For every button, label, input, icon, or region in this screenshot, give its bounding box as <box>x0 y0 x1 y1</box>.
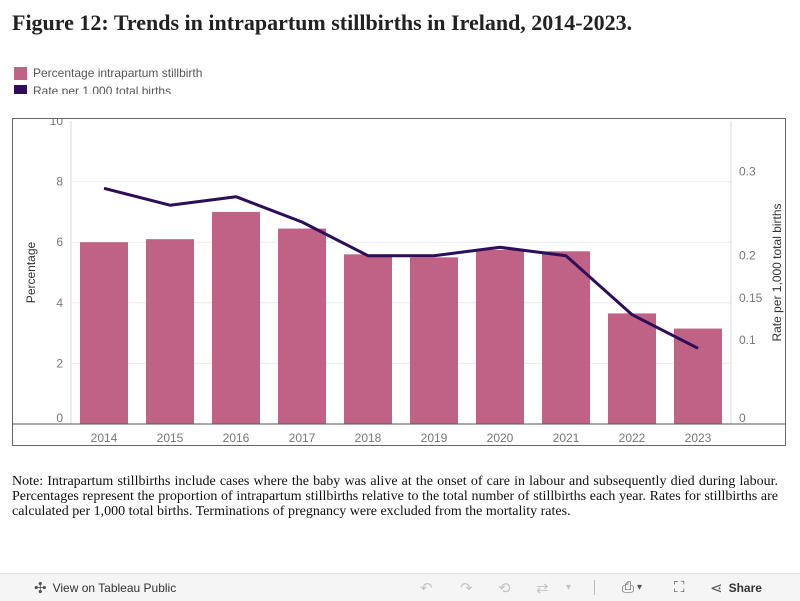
x-tick-label: 2022 <box>619 431 646 445</box>
revert-icon[interactable]: ⟲ <box>498 579 511 597</box>
toolbar-divider <box>594 580 595 595</box>
chart: 0 2 4 6 8 10 0 0.1 0.15 0.2 0.3 2014 2015 2016 2017 201… <box>13 119 785 445</box>
y-tick-label: 10 <box>50 119 64 128</box>
fullscreen-icon[interactable]: ⛶ <box>674 579 685 596</box>
undo-icon[interactable]: ↶ <box>420 579 433 597</box>
x-tick-label: 2017 <box>289 431 316 445</box>
legend: Percentage intrapartum stillbirth Rate p… <box>14 64 202 94</box>
bar-2018 <box>344 254 392 424</box>
y2-tick-label: 0.3 <box>739 165 756 179</box>
legend-label-rate: Rate per 1,000 total births <box>33 84 172 94</box>
y-axis-title: Percentage <box>24 241 38 303</box>
x-tick-label: 2020 <box>487 431 514 445</box>
y2-tick-label: 0.15 <box>739 291 763 305</box>
bar-2016 <box>212 211 260 424</box>
view-on-tableau-label: View on Tableau Public <box>52 580 177 595</box>
bar-2017 <box>278 228 326 424</box>
rate-line <box>103 186 699 350</box>
y2-tick-label: 0 <box>739 411 746 425</box>
legend-swatch-rate <box>14 84 27 94</box>
y2-axis-title: Rate per 1,000 total births <box>770 203 784 341</box>
bar-2014 <box>80 242 128 424</box>
y-tick-label: 4 <box>56 296 63 310</box>
legend-item-percentage[interactable]: Percentage intrapartum stillbirth <box>14 64 202 82</box>
x-tick-label: 2023 <box>685 431 712 445</box>
download-icon[interactable]: ⎙ ▾ <box>622 579 643 596</box>
share-button[interactable]: ⋖ Share <box>710 574 762 601</box>
redo-icon[interactable]: ↷ <box>460 579 473 597</box>
y-tick-label: 2 <box>56 356 63 370</box>
x-tick-label: 2021 <box>553 431 580 445</box>
bar-2019 <box>410 257 458 424</box>
share-icon: ⋖ <box>710 579 723 597</box>
y2-tick-label: 0.1 <box>739 333 756 347</box>
x-tick-label: 2016 <box>223 431 250 445</box>
figure-title: Figure 12: Trends in intrapartum stillbi… <box>12 10 633 35</box>
y-tick-label: 6 <box>56 235 63 249</box>
x-tick-label: 2019 <box>421 431 448 445</box>
y-tick-label: 0 <box>56 411 63 425</box>
legend-item-rate[interactable]: Rate per 1,000 total births <box>14 82 202 94</box>
tableau-icon: ✣ <box>34 579 47 597</box>
note-text: Note: Intrapartum stillbirths include ca… <box>12 474 778 519</box>
y-tick-label: 8 <box>56 175 63 189</box>
x-tick-label: 2015 <box>157 431 184 445</box>
view-on-tableau-button[interactable]: ✣ View on Tableau Public <box>34 574 176 601</box>
refresh-icon[interactable]: ⇄ <box>536 579 549 597</box>
x-tick-label: 2018 <box>355 431 382 445</box>
bar-2023 <box>674 328 722 424</box>
refresh-dropdown-icon[interactable]: ▾ <box>566 582 572 593</box>
tableau-toolbar: ✣ View on Tableau Public ↶ ↷ ⟲ ⇄ ▾ ⎙ ▾ ⛶ … <box>0 573 800 601</box>
legend-label-percentage: Percentage intrapartum stillbirth <box>33 66 203 80</box>
bar-2015 <box>146 239 194 424</box>
bar-2022 <box>608 313 656 424</box>
chart-frame: 0 2 4 6 8 10 0 0.1 0.15 0.2 0.3 2014 2015 2016 2017 201… <box>12 118 786 446</box>
legend-swatch-percentage <box>14 66 27 80</box>
x-tick-label: 2014 <box>91 431 118 445</box>
y2-tick-label: 0.2 <box>739 249 756 263</box>
bar-2021 <box>542 251 590 424</box>
share-label: Share <box>728 580 762 595</box>
bar-2020 <box>476 249 524 424</box>
